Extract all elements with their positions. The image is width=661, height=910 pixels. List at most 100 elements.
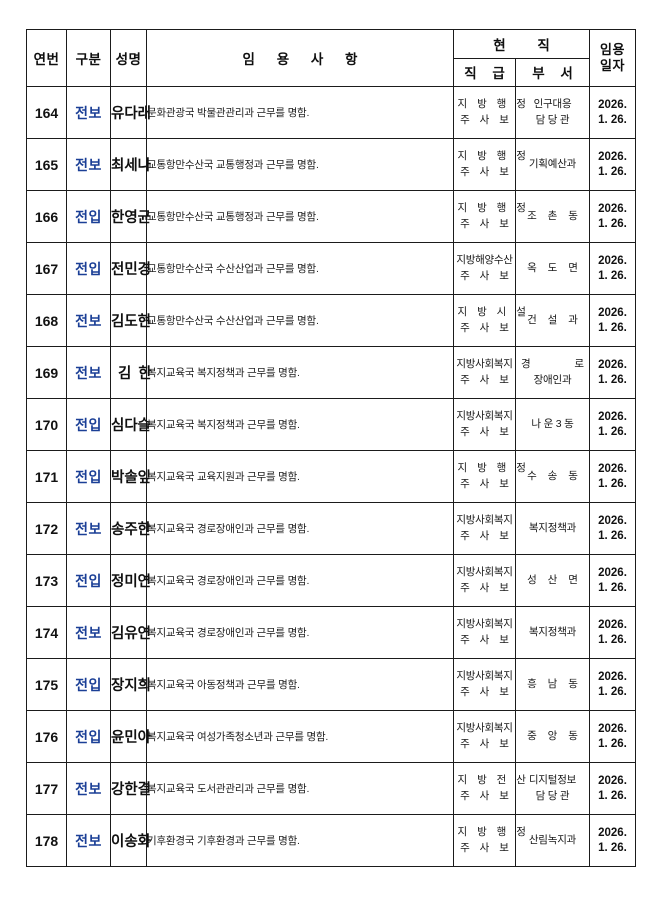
cell-department: 디지털정보 담 당 관 — [515, 762, 590, 815]
cell-rank: 지방사회복지 주 사 보 — [453, 398, 516, 451]
person-name: 최세나 — [111, 158, 152, 174]
cell-rank: 지방해양수산 주 사 보 — [453, 242, 516, 295]
department-line-1: 흥 남 동 — [527, 677, 582, 690]
cell-type: 전보 — [66, 346, 111, 399]
cell-name: 김한 — [110, 346, 152, 399]
column-header-seq: 연번 — [26, 29, 67, 87]
department-line-1: 성 산 면 — [527, 573, 582, 586]
personnel-roster-table: 연번 구분 성명 임 용 사 항 현 직 임용 일자 직 급 부 서 164 전보… — [26, 29, 636, 867]
rank-line-1: 지 방 행 정 — [457, 202, 530, 215]
appointment-date-year: 2026. — [598, 202, 627, 215]
cell-appointment-date: 2026. 1. 26. — [589, 242, 636, 295]
person-name: 김도현 — [111, 314, 152, 330]
department-line-1: 인구대응 — [533, 98, 572, 111]
rank-line-1: 지 방 행 정 — [457, 826, 530, 839]
cell-type: 전보 — [66, 762, 111, 815]
cell-department: 인구대응 담 당 관 — [515, 86, 590, 139]
rank-line-2: 주 사 보 — [460, 321, 513, 334]
table-row: 175 전입 장지희 복지교육국 아동정책과 근무를 명함. 지방사회복지 주 사 보 흥 … — [26, 658, 636, 711]
rank-line-2: 주 사 보 — [460, 113, 513, 126]
cell-name: 강한결 — [110, 762, 151, 815]
appointment-date-year: 2026. — [598, 410, 627, 423]
cell-type: 전입 — [66, 242, 111, 295]
cell-appointment-detail: 문화관광국 박물관관리과 근무를 명함. — [146, 86, 454, 139]
appointment-date-monthday: 1. 26. — [598, 477, 627, 490]
department-line-1: 건 설 과 — [527, 313, 582, 326]
cell-seq: 177 — [26, 762, 67, 815]
cell-type: 전입 — [66, 710, 111, 763]
cell-appointment-detail: 복지교육국 복지정책과 근무를 명함. — [146, 346, 454, 399]
cell-name: 최세나 — [110, 138, 151, 191]
cell-name: 김도현 — [110, 294, 151, 347]
person-name: 유다래 — [111, 106, 152, 122]
table-row: 172 전보 송주한 복지교육국 경로장애인과 근무를 명함. 지방사회복지 주 사 보 복… — [26, 502, 636, 555]
cell-seq: 168 — [26, 294, 67, 347]
cell-seq: 176 — [26, 710, 67, 763]
appointment-date-year: 2026. — [598, 462, 627, 475]
department-line-2: 장애인과 — [533, 373, 572, 386]
rank-line-2: 주 사 보 — [460, 737, 513, 750]
cell-type: 전입 — [66, 658, 111, 711]
department-line-1: 기획예산과 — [528, 157, 577, 170]
person-name: 김한 — [118, 366, 159, 382]
cell-department: 복지정책과 — [515, 502, 590, 555]
person-name: 윤민아 — [111, 730, 152, 746]
cell-appointment-detail: 교통항만수산국 수산산업과 근무를 명함. — [146, 242, 454, 295]
cell-appointment-date: 2026. 1. 26. — [589, 294, 636, 347]
person-name: 박솔잎 — [111, 470, 152, 486]
cell-type: 전보 — [66, 86, 111, 139]
cell-department: 조 촌 동 — [515, 190, 590, 243]
cell-appointment-detail: 기후환경국 기후환경과 근무를 명함. — [146, 814, 454, 867]
rank-line-1: 지방해양수산 — [456, 254, 513, 267]
cell-rank: 지방사회복지 주 사 보 — [453, 710, 516, 763]
cell-type: 전입 — [66, 450, 111, 503]
column-header-type: 구분 — [66, 29, 111, 87]
cell-seq: 171 — [26, 450, 67, 503]
appointment-date-monthday: 1. 26. — [598, 633, 627, 646]
table-row: 174 전보 김유연 복지교육국 경로장애인과 근무를 명함. 지방사회복지 주 사 보 복… — [26, 606, 636, 659]
cell-type: 전보 — [66, 502, 111, 555]
rank-line-1: 지방사회복지 — [456, 514, 513, 527]
cell-name: 심다슬 — [110, 398, 151, 451]
cell-seq: 164 — [26, 86, 67, 139]
appointment-date-monthday: 1. 26. — [598, 737, 627, 750]
rank-line-1: 지방사회복지 — [456, 670, 513, 683]
table-row: 167 전입 전민경 교통항만수산국 수산산업과 근무를 명함. 지방해양수산 주 사 보… — [26, 242, 636, 295]
cell-appointment-date: 2026. 1. 26. — [589, 86, 636, 139]
cell-type: 전보 — [66, 138, 111, 191]
appointment-date-year: 2026. — [598, 826, 627, 839]
person-name: 한영균 — [111, 210, 152, 226]
cell-department: 건 설 과 — [515, 294, 590, 347]
person-name: 전민경 — [111, 262, 152, 278]
appointment-date-monthday: 1. 26. — [598, 529, 627, 542]
cell-type: 전입 — [66, 398, 111, 451]
cell-appointment-detail: 교통항만수산국 수산산업과 근무를 명함. — [146, 294, 454, 347]
appointment-date-label-line2: 일자 — [600, 58, 625, 73]
person-name: 김유연 — [111, 626, 152, 642]
cell-appointment-date: 2026. 1. 26. — [589, 710, 636, 763]
cell-appointment-detail: 교통항만수산국 교통행정과 근무를 명함. — [146, 190, 454, 243]
appointment-date-monthday: 1. 26. — [598, 217, 627, 230]
rank-line-2: 주 사 보 — [460, 165, 513, 178]
cell-appointment-date: 2026. 1. 26. — [589, 606, 636, 659]
cell-name: 송주한 — [110, 502, 151, 555]
appointment-date-year: 2026. — [598, 670, 627, 683]
cell-appointment-date: 2026. 1. 26. — [589, 762, 636, 815]
cell-appointment-detail: 복지교육국 경로장애인과 근무를 명함. — [146, 606, 454, 659]
cell-department: 산림녹지과 — [515, 814, 590, 867]
cell-rank: 지방사회복지 주 사 보 — [453, 554, 516, 607]
cell-rank: 지방사회복지 주 사 보 — [453, 346, 516, 399]
person-name: 정미연 — [111, 574, 152, 590]
cell-department: 흥 남 동 — [515, 658, 590, 711]
cell-department: 성 산 면 — [515, 554, 590, 607]
cell-name: 박솔잎 — [110, 450, 151, 503]
rank-line-2: 주 사 보 — [460, 841, 513, 854]
rank-line-1: 지 방 전 산 — [457, 774, 530, 787]
cell-department: 기획예산과 — [515, 138, 590, 191]
